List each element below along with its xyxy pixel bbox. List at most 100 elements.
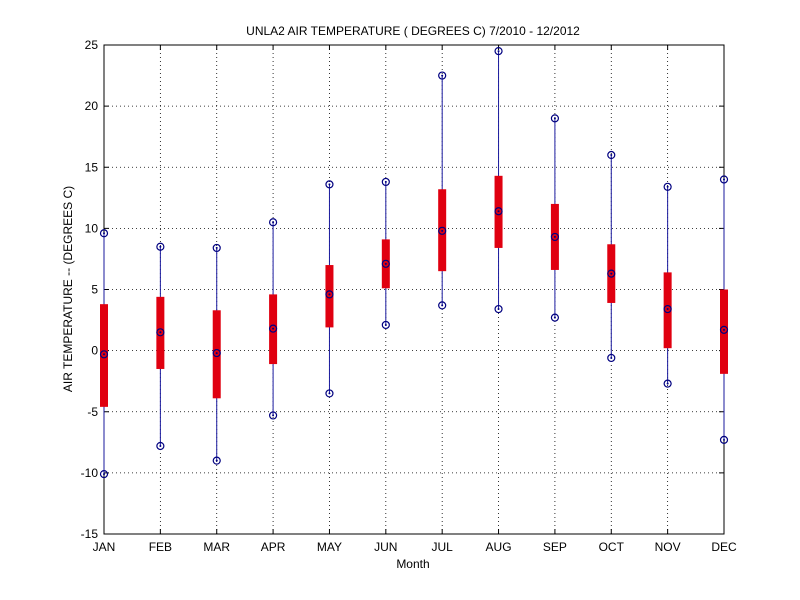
median-marker-dot (159, 331, 162, 334)
min-marker-dot (384, 323, 387, 326)
median-marker (550, 232, 560, 242)
x-tick-label: MAY (317, 540, 342, 554)
max-marker (212, 243, 221, 253)
median-marker (212, 348, 221, 358)
x-tick-label: AUG (486, 540, 512, 554)
box-aug (494, 47, 503, 314)
max-marker-dot (215, 246, 218, 249)
median-marker-dot (328, 293, 331, 296)
max-marker (325, 180, 334, 189)
max-marker-dot (328, 183, 331, 186)
interquartile-box (325, 265, 334, 328)
y-tick-label: -5 (87, 405, 98, 419)
y-tick-label: 15 (85, 160, 99, 174)
min-marker-dot (328, 392, 331, 395)
median-marker-dot (610, 272, 613, 275)
y-tick-label: -15 (81, 527, 99, 541)
x-tick-label: SEP (543, 540, 567, 554)
y-axis-label: AIR TEMPERATURE -- (DEGREES C) (61, 186, 75, 392)
min-marker-dot (553, 316, 556, 319)
max-marker (381, 177, 390, 187)
chart-title: UNLA2 AIR TEMPERATURE ( DEGREES C) 7/201… (246, 24, 580, 38)
median-marker-dot (215, 352, 218, 355)
y-tick-label: 25 (85, 38, 99, 52)
max-marker (663, 182, 672, 191)
min-marker-dot (215, 459, 218, 462)
max-marker (607, 150, 616, 160)
box-may (325, 180, 334, 398)
max-marker (438, 71, 447, 80)
y-tick-label: 10 (85, 221, 99, 235)
x-tick-label: JUN (374, 540, 397, 554)
box-sep (550, 114, 560, 322)
min-marker (719, 435, 729, 444)
x-tick-label: JUL (432, 540, 454, 554)
median-marker-dot (384, 262, 387, 265)
median-marker-dot (272, 327, 275, 330)
box-mar (212, 243, 221, 465)
interquartile-box (663, 272, 672, 349)
median-marker (438, 226, 447, 235)
min-marker-dot (723, 438, 725, 441)
max-marker-dot (497, 50, 500, 53)
y-tick-label: -10 (81, 466, 99, 480)
min-marker (212, 456, 221, 465)
min-marker (381, 320, 390, 330)
box-dec (719, 175, 729, 444)
x-tick-label: OCT (599, 540, 625, 554)
max-marker (494, 47, 503, 56)
min-marker (268, 411, 278, 420)
interquartile-box (720, 289, 728, 374)
y-tick-label: 0 (91, 344, 98, 358)
median-marker-dot (723, 328, 725, 331)
x-tick-label: DEC (711, 540, 737, 554)
min-marker-dot (159, 444, 162, 447)
interquartile-box (100, 304, 108, 407)
median-marker-dot (441, 229, 444, 232)
median-marker (156, 328, 165, 337)
max-marker-dot (103, 232, 105, 235)
max-marker (550, 114, 560, 123)
median-marker (719, 325, 729, 334)
min-marker (550, 313, 560, 322)
box-jun (381, 177, 390, 330)
x-tick-labels: JAN FEB MAR APR MAY JUN JUL AUG SEP OCT NOV DEC (93, 540, 737, 554)
max-marker-dot (272, 221, 275, 224)
median-marker (607, 269, 616, 278)
max-marker-dot (441, 74, 444, 77)
min-marker (99, 469, 109, 479)
median-marker (663, 304, 672, 314)
max-marker-dot (384, 180, 387, 183)
median-marker (381, 259, 390, 268)
min-marker (494, 304, 503, 314)
max-marker-dot (723, 178, 725, 181)
median-marker-dot (103, 353, 105, 356)
median-marker (494, 207, 503, 216)
box-jul (438, 71, 447, 310)
min-marker (663, 379, 672, 388)
max-marker (268, 218, 278, 227)
box-jan (99, 229, 109, 479)
min-marker (438, 301, 447, 310)
box-apr (268, 218, 278, 420)
x-tick-label: JAN (93, 540, 116, 554)
max-marker (99, 229, 109, 238)
box-oct (607, 150, 616, 363)
max-marker-dot (666, 185, 669, 188)
median-marker (99, 350, 109, 359)
min-marker-dot (103, 473, 105, 476)
min-marker-dot (610, 356, 613, 359)
y-tick-labels: -15 -10 -5 0 5 10 15 20 25 (81, 38, 99, 541)
y-tick-label: 20 (85, 99, 99, 113)
x-tick-label: APR (261, 540, 286, 554)
max-marker (719, 175, 729, 184)
min-marker-dot (666, 382, 669, 385)
median-marker-dot (497, 210, 500, 213)
median-marker (325, 290, 334, 299)
box-nov (663, 182, 672, 388)
min-marker (607, 353, 616, 363)
min-marker (325, 389, 334, 398)
x-axis-label: Month (396, 557, 429, 571)
max-marker (156, 242, 165, 251)
